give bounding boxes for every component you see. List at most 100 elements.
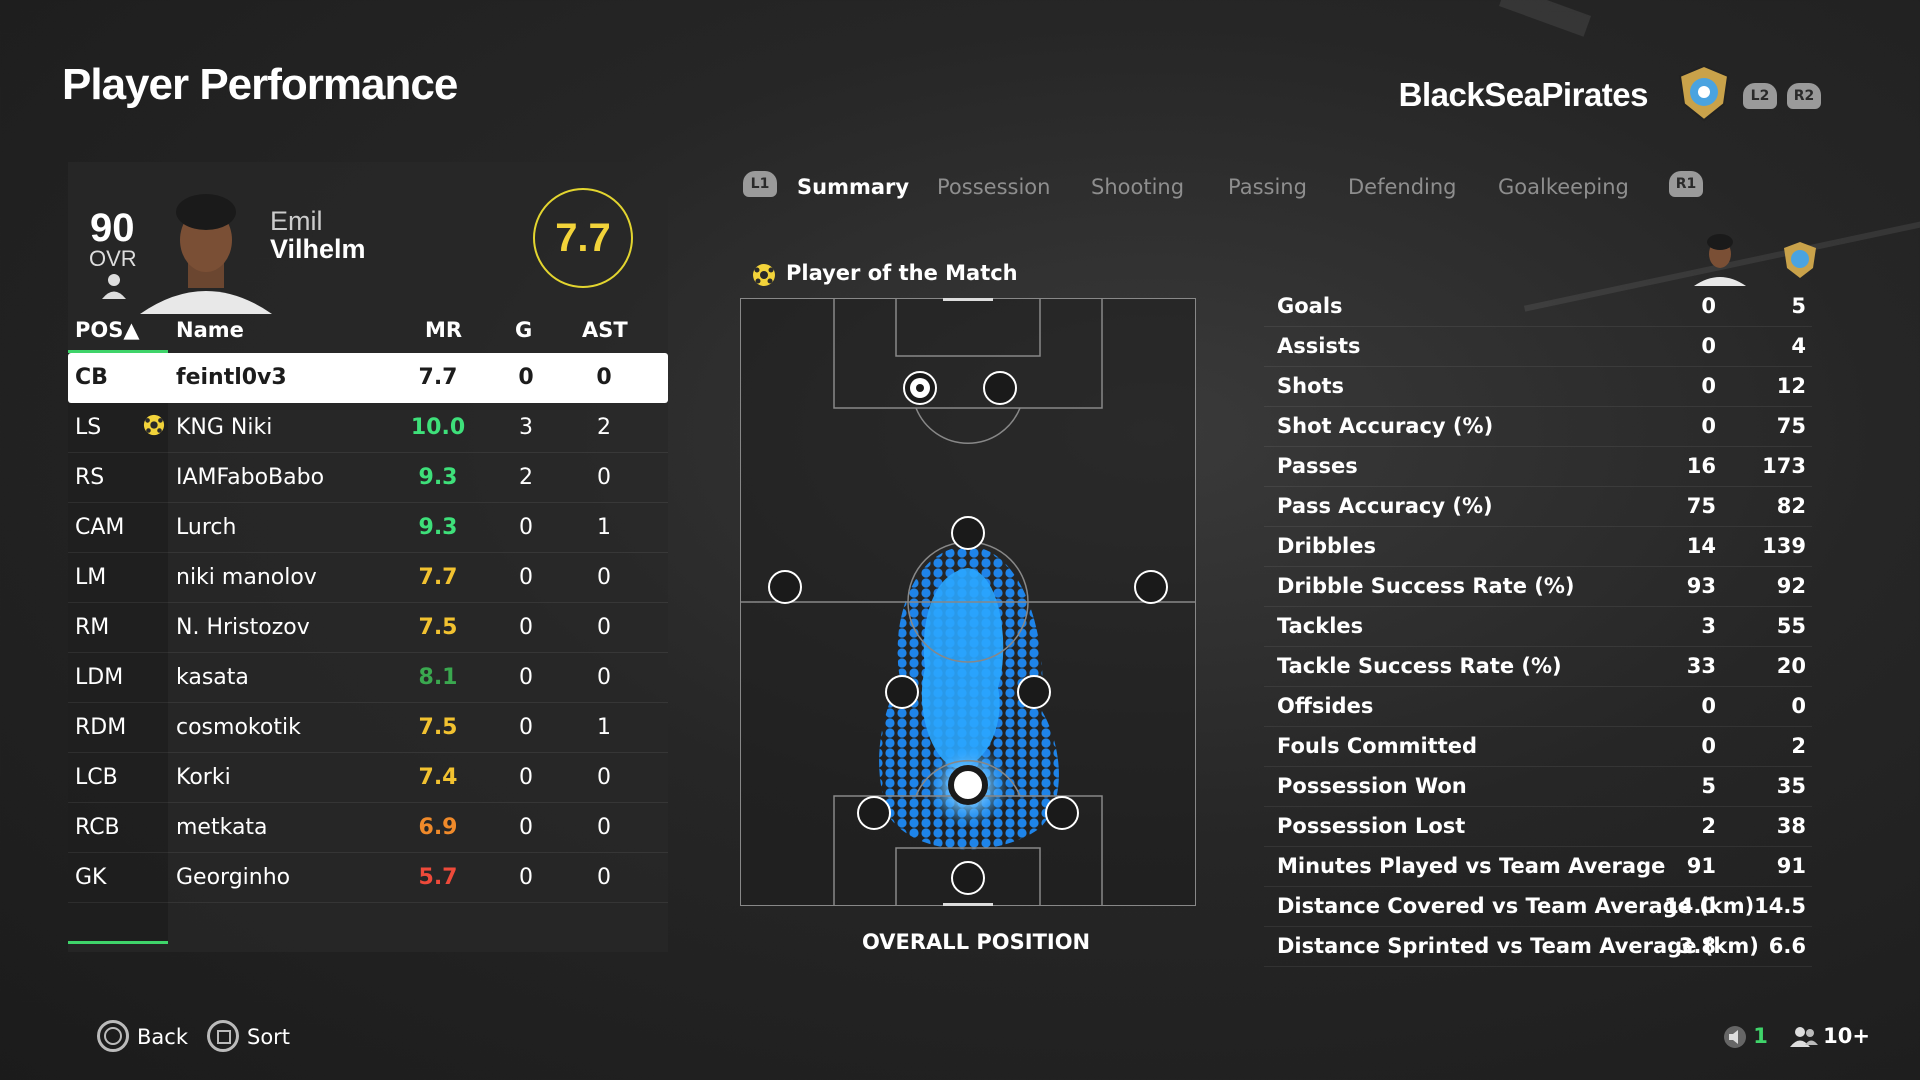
row-mr: 7.4 [418,765,458,790]
stat-label: Tackle Success Rate (%) [1277,654,1562,678]
tab-passing[interactable]: Passing [1228,175,1307,199]
stat-row: Goals 0 5 [1264,287,1812,327]
row-mr: 9.3 [418,465,458,490]
row-ast: 1 [597,515,611,540]
row-pos: RS [75,465,105,490]
stat-team-value: 75 [1776,414,1806,438]
stat-player-value: 2 [1701,814,1716,838]
player-of-the-match-icon [753,264,775,286]
sort-label: Sort [247,1025,291,1049]
stat-row: Distance Sprinted vs Team Average (km) 3.… [1264,927,1812,967]
row-g: 0 [519,815,533,840]
table-row[interactable]: CB feintl0v3 7.7 0 0 [68,353,668,403]
row-ast: 0 [597,865,611,890]
row-mr: 10.0 [410,415,466,440]
header-mr[interactable]: MR [425,318,463,342]
row-g: 0 [519,615,533,640]
stat-player-value: 0 [1701,334,1716,358]
row-ast: 0 [596,365,612,390]
players-count: 10+ [1823,1024,1870,1048]
stat-row: Possession Won 5 35 [1264,767,1812,807]
status-area: 1 10+ [1723,1024,1870,1048]
table-row[interactable]: RM N. Hristozov 7.5 0 0 [68,603,668,653]
row-name: cosmokotik [176,715,301,740]
stat-team-value: 2 [1791,734,1806,758]
l1-button-hint[interactable]: L1 [743,171,777,197]
sort-button[interactable]: Sort [207,1020,291,1054]
stat-label: Dribbles [1277,534,1376,558]
back-button[interactable]: Back [97,1020,188,1054]
stat-label: Possession Lost [1277,814,1466,838]
row-name: feintl0v3 [176,365,287,390]
circle-button-icon [97,1020,129,1052]
stat-label: Dribble Success Rate (%) [1277,574,1575,598]
player-ovr: 90 [90,206,135,250]
team-crest-icon [1678,64,1730,122]
player-portrait [140,194,272,314]
stat-player-value: 0 [1701,694,1716,718]
stat-team-value: 5 [1791,294,1806,318]
l2-button-hint[interactable]: L2 [1743,83,1777,109]
back-label: Back [137,1025,188,1049]
stat-label: Passes [1277,454,1358,478]
table-row[interactable]: RCB metkata 6.9 0 0 [68,803,668,853]
header-ast[interactable]: AST [582,318,628,342]
row-pos: LDM [75,665,124,690]
table-row[interactable]: LCB Korki 7.4 0 0 [68,753,668,803]
stat-team-value: 12 [1776,374,1806,398]
stat-team-value: 92 [1776,574,1806,598]
stat-player-value: 0 [1701,734,1716,758]
row-name: niki manolov [176,565,317,590]
stat-label: Goals [1277,294,1343,318]
stat-label: Distance Covered vs Team Average (km) [1277,894,1755,918]
stat-row: Assists 0 4 [1264,327,1812,367]
square-button-icon [207,1020,239,1052]
table-row[interactable]: LM niki manolov 7.7 0 0 [68,553,668,603]
player-of-the-match-icon [143,414,165,436]
stat-player-value: 0 [1701,294,1716,318]
stat-team-value: 82 [1776,494,1806,518]
stat-label: Shots [1277,374,1345,398]
speaker-icon [1724,1026,1747,1048]
row-name: Georginho [176,865,291,890]
header-g[interactable]: G [515,318,533,342]
stat-row: Dribbles 14 139 [1264,527,1812,567]
ovr-label: OVR [89,246,137,271]
stat-team-value: 14.5 [1754,894,1806,918]
tab-goalkeeping[interactable]: Goalkeeping [1498,175,1629,199]
tab-possession[interactable]: Possession [937,175,1051,199]
table-row[interactable]: LS KNG Niki 10.0 3 2 [68,403,668,453]
header-name[interactable]: Name [176,318,244,342]
table-row[interactable]: CAM Lurch 9.3 0 1 [68,503,668,553]
row-pos: LM [75,565,107,590]
tab-defending[interactable]: Defending [1348,175,1457,199]
row-g: 0 [519,715,533,740]
table-row[interactable]: RDM cosmokotik 7.5 0 1 [68,703,668,753]
row-pos: RDM [75,715,127,740]
row-ast: 0 [597,465,611,490]
table-row[interactable]: GK Georginho 5.7 0 0 [68,853,668,903]
stats-table: Goals 0 5 Assists 0 4 Shots 0 12 Shot Accuracy (%… [1264,287,1812,967]
row-g: 2 [519,465,533,490]
row-pos: LCB [75,765,118,790]
row-ast: 0 [597,815,611,840]
stat-label: Shot Accuracy (%) [1277,414,1494,438]
table-row[interactable]: RS IAMFaboBabo 9.3 2 0 [68,453,668,503]
stat-label: Distance Sprinted vs Team Average (km) [1277,934,1759,958]
header-pos[interactable]: POS▲ [75,318,140,342]
row-name: IAMFaboBabo [176,465,325,490]
stat-player-value: 3.8 [1678,934,1716,958]
overall-position-caption: OVERALL POSITION [862,930,1091,954]
r2-button-hint[interactable]: R2 [1787,83,1821,109]
player-last-name: Vilhelm [270,234,366,264]
r1-button-hint[interactable]: R1 [1669,171,1703,197]
player-first-name: Emil [270,206,323,236]
stat-row: Dribble Success Rate (%) 93 92 [1264,567,1812,607]
row-ast: 2 [597,415,611,440]
tab-shooting[interactable]: Shooting [1091,175,1185,199]
row-mr: 5.7 [418,865,458,890]
table-row[interactable]: LDM kasata 8.1 0 0 [68,653,668,703]
position-heatmap-pitch [740,298,1196,906]
tab-summary[interactable]: Summary [797,175,910,199]
stat-player-value: 91 [1686,854,1716,878]
